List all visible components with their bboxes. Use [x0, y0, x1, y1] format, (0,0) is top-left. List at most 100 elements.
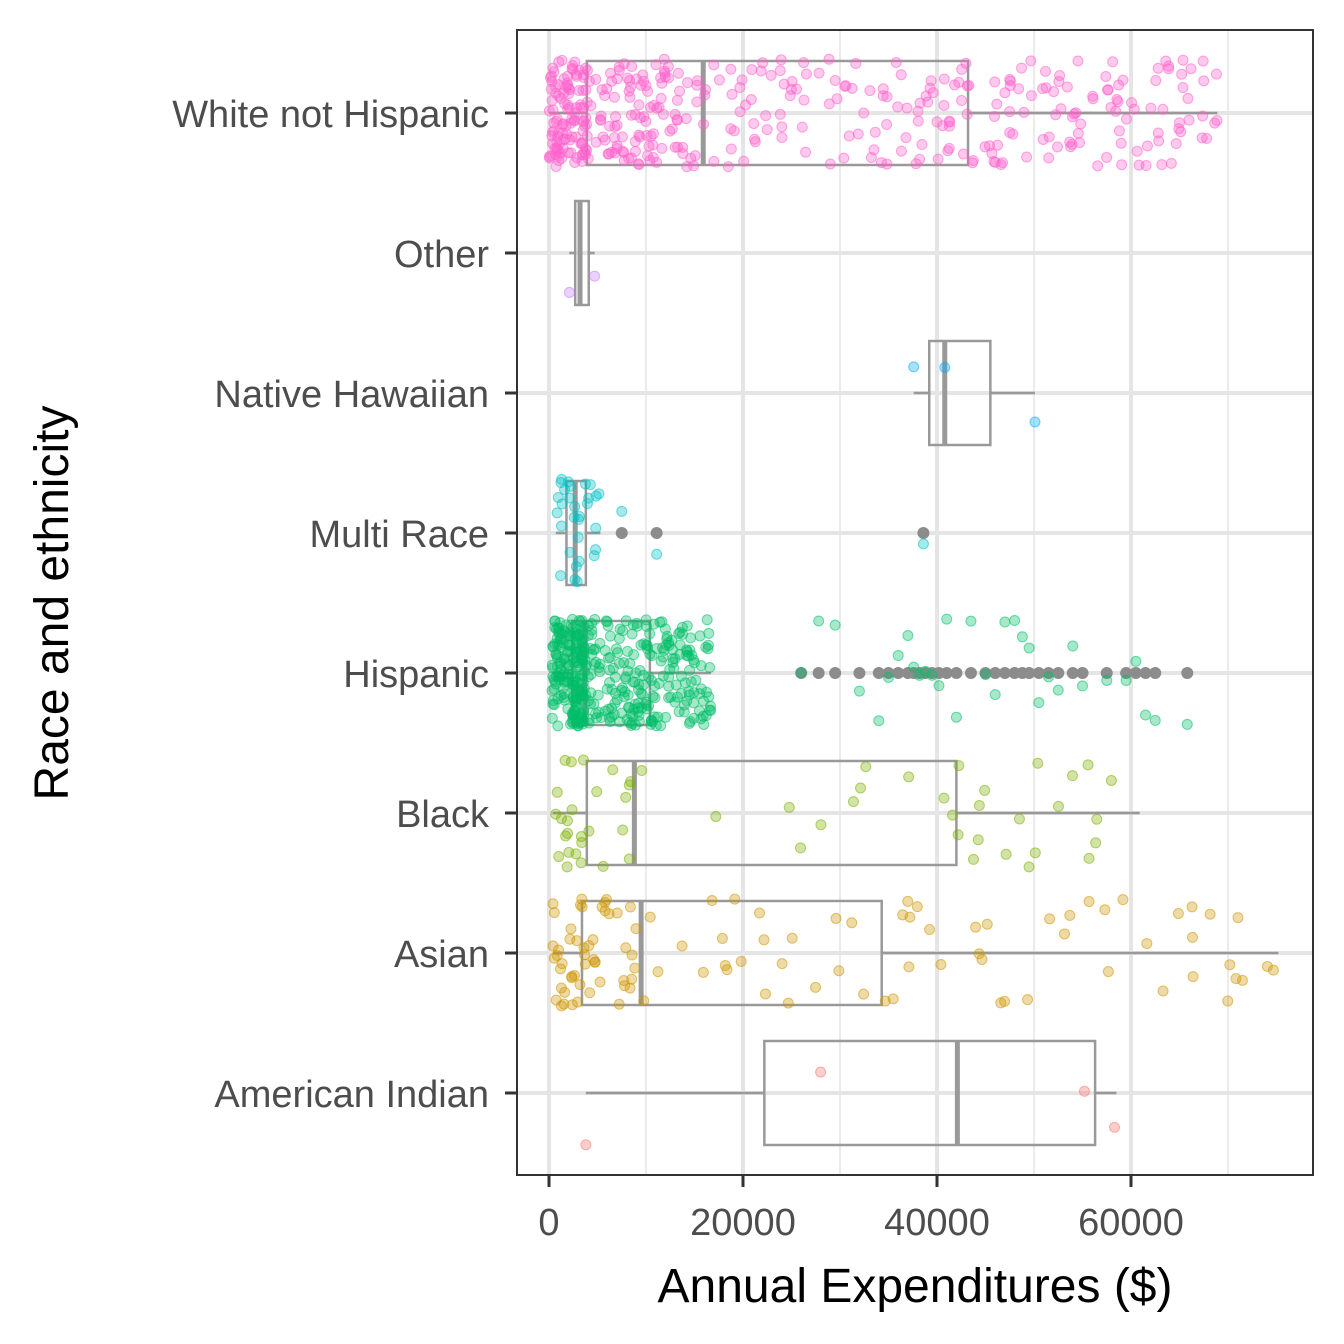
jitter-point	[577, 85, 589, 97]
jitter-point	[1156, 159, 1168, 171]
jitter-point	[829, 74, 841, 86]
jitter-point	[666, 123, 678, 135]
jitter-point	[658, 53, 670, 65]
jitter-point	[618, 155, 630, 167]
jitter-point	[989, 156, 1001, 168]
y-tick-label: Hispanic	[343, 654, 489, 696]
jitter-point	[680, 113, 692, 125]
jitter-point	[580, 1139, 592, 1151]
jitter-point	[681, 161, 693, 173]
jitter-point	[855, 782, 867, 794]
jitter-point	[566, 999, 578, 1011]
jitter-point	[1029, 416, 1041, 428]
outlier-point	[1076, 667, 1089, 679]
jitter-point	[617, 824, 629, 836]
jitter-point	[559, 653, 571, 665]
jitter-point	[931, 116, 943, 128]
jitter-point	[1023, 642, 1035, 654]
jitter-point	[912, 115, 924, 127]
jitter-point	[584, 987, 596, 999]
jitter-point	[813, 67, 825, 79]
jitter-point	[911, 901, 923, 913]
jitter-point	[548, 952, 560, 964]
y-tick-label: Native Hawaiian	[214, 374, 489, 416]
jitter-point	[566, 707, 578, 719]
jitter-point	[638, 669, 650, 681]
jitter-point	[662, 72, 674, 84]
jitter-point	[1112, 96, 1124, 108]
jitter-point	[729, 893, 741, 905]
jitter-point	[757, 57, 769, 69]
jitter-point	[796, 121, 808, 133]
box-iqr	[927, 339, 992, 447]
jitter-point	[1048, 86, 1060, 98]
jitter-point	[607, 764, 619, 776]
jitter-point	[599, 134, 611, 146]
jitter-point	[902, 895, 914, 907]
jitter-point	[755, 65, 767, 77]
jitter-point	[1102, 84, 1114, 96]
jitter-point	[1141, 938, 1153, 950]
jitter-point	[903, 961, 915, 973]
jitter-point	[684, 664, 696, 676]
jitter-point	[759, 988, 771, 1000]
jitter-point	[980, 669, 991, 681]
jitter-point	[543, 105, 555, 117]
jitter-point	[914, 97, 926, 109]
jitter-point	[573, 555, 585, 567]
jitter-point	[924, 923, 936, 935]
jitter-point	[944, 116, 956, 128]
jitter-point	[932, 153, 944, 165]
jitter-point	[1032, 757, 1044, 769]
jitter-point	[558, 73, 570, 85]
jitter-point	[829, 619, 841, 631]
jitter-point	[895, 145, 907, 157]
jitter-point	[1181, 718, 1193, 730]
box-iqr	[763, 1039, 1097, 1147]
y-tick-label: White not Hispanic	[172, 94, 489, 136]
jitter-point	[640, 80, 652, 92]
jitter-point	[979, 784, 991, 796]
jitter-point	[1182, 92, 1194, 104]
jitter-point	[591, 786, 603, 798]
jitter-point	[566, 804, 578, 816]
jitter-point	[1177, 54, 1189, 66]
jitter-point	[634, 131, 646, 143]
jitter-point	[774, 108, 786, 120]
outlier-point	[1129, 667, 1142, 679]
jitter-point	[869, 126, 881, 138]
jitter-point	[587, 934, 599, 946]
jitter-point	[565, 923, 577, 935]
jitter-point	[761, 124, 773, 136]
jitter-point	[991, 98, 1003, 110]
jitter-point	[927, 87, 939, 99]
jitter-point	[1016, 631, 1028, 643]
jitter-point	[556, 54, 568, 66]
jitter-point	[699, 89, 711, 101]
jitter-point	[572, 531, 584, 543]
jitter-point	[902, 630, 914, 642]
jitter-point	[1013, 83, 1025, 95]
jitter-point	[1083, 852, 1095, 864]
jitter-point	[573, 513, 585, 525]
jitter-point	[1197, 55, 1209, 67]
y-tick-label: Black	[396, 794, 490, 836]
jitter-point	[547, 898, 559, 910]
jitter-point	[616, 131, 628, 143]
jitter-point	[603, 712, 615, 724]
jitter-point	[815, 1066, 827, 1078]
jitter-point	[651, 548, 663, 560]
jitter-point	[548, 117, 560, 129]
jitter-point	[1018, 106, 1030, 118]
jitter-point	[895, 69, 907, 81]
jitter-point	[823, 98, 835, 110]
jitter-point	[651, 156, 663, 168]
jitter-point	[1198, 75, 1210, 87]
outlier-point	[1042, 667, 1055, 679]
y-axis-title: Race and ethnicity	[26, 406, 79, 801]
jitter-point	[1163, 60, 1175, 72]
jitter-point	[597, 860, 609, 872]
jitter-point	[1087, 90, 1099, 102]
jitter-point	[847, 796, 859, 808]
jitter-point	[1117, 74, 1129, 86]
